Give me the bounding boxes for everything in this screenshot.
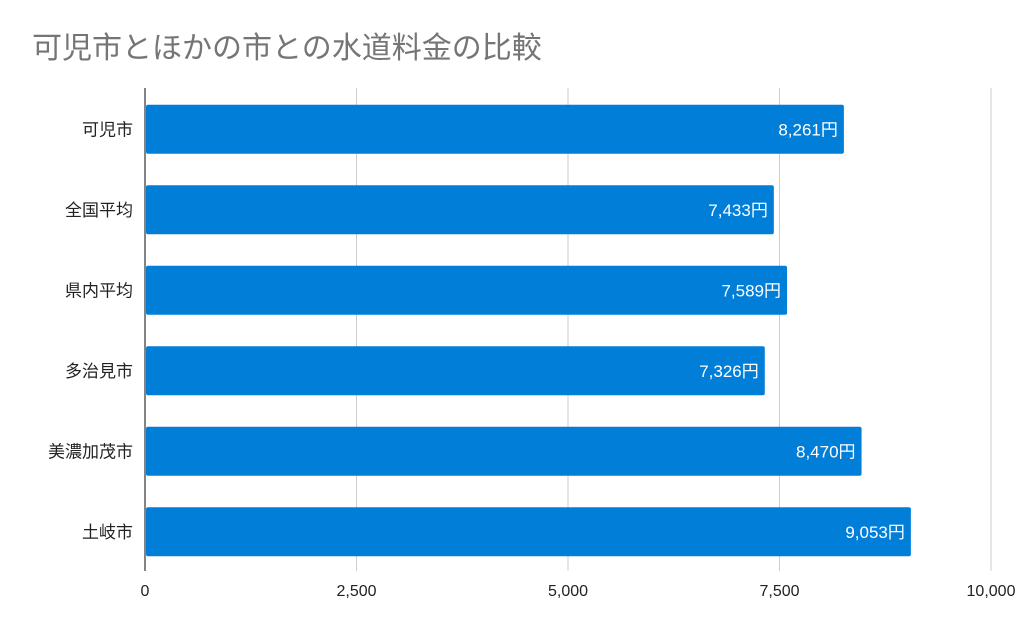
category-label: 全国平均	[65, 201, 133, 221]
bar	[146, 346, 765, 396]
x-tick-label: 2,500	[336, 583, 376, 600]
data-label: 9,053円	[845, 523, 905, 542]
bar	[146, 265, 788, 315]
x-tick-label: 10,000	[967, 583, 1016, 600]
data-label: 7,589円	[721, 281, 781, 300]
category-label: 県内平均	[65, 281, 133, 301]
data-label: 7,326円	[699, 362, 759, 381]
chart-title: 可児市とほかの市との水道料金の比較	[32, 31, 542, 66]
category-label: 土岐市	[82, 523, 133, 543]
data-label: 8,470円	[796, 442, 856, 461]
x-tick-label: 0	[141, 583, 150, 600]
x-tick-label: 7,500	[759, 583, 799, 600]
bars: 8,261円 7,433円 7,589円 7,326円 8,470円 9,053円	[146, 104, 911, 557]
x-tick-label: 5,000	[548, 583, 588, 600]
data-label: 7,433円	[708, 201, 768, 220]
category-label: 多治見市	[65, 362, 133, 382]
gridlines	[356, 88, 992, 571]
bar	[146, 104, 844, 154]
bar	[146, 185, 774, 235]
bar	[146, 507, 911, 557]
bar	[146, 426, 862, 476]
category-label: 可児市	[82, 120, 133, 140]
x-tick-labels: 0 2,500 5,000 7,500 10,000	[141, 583, 1016, 600]
data-label: 8,261円	[778, 120, 838, 139]
category-label: 美濃加茂市	[48, 442, 133, 462]
